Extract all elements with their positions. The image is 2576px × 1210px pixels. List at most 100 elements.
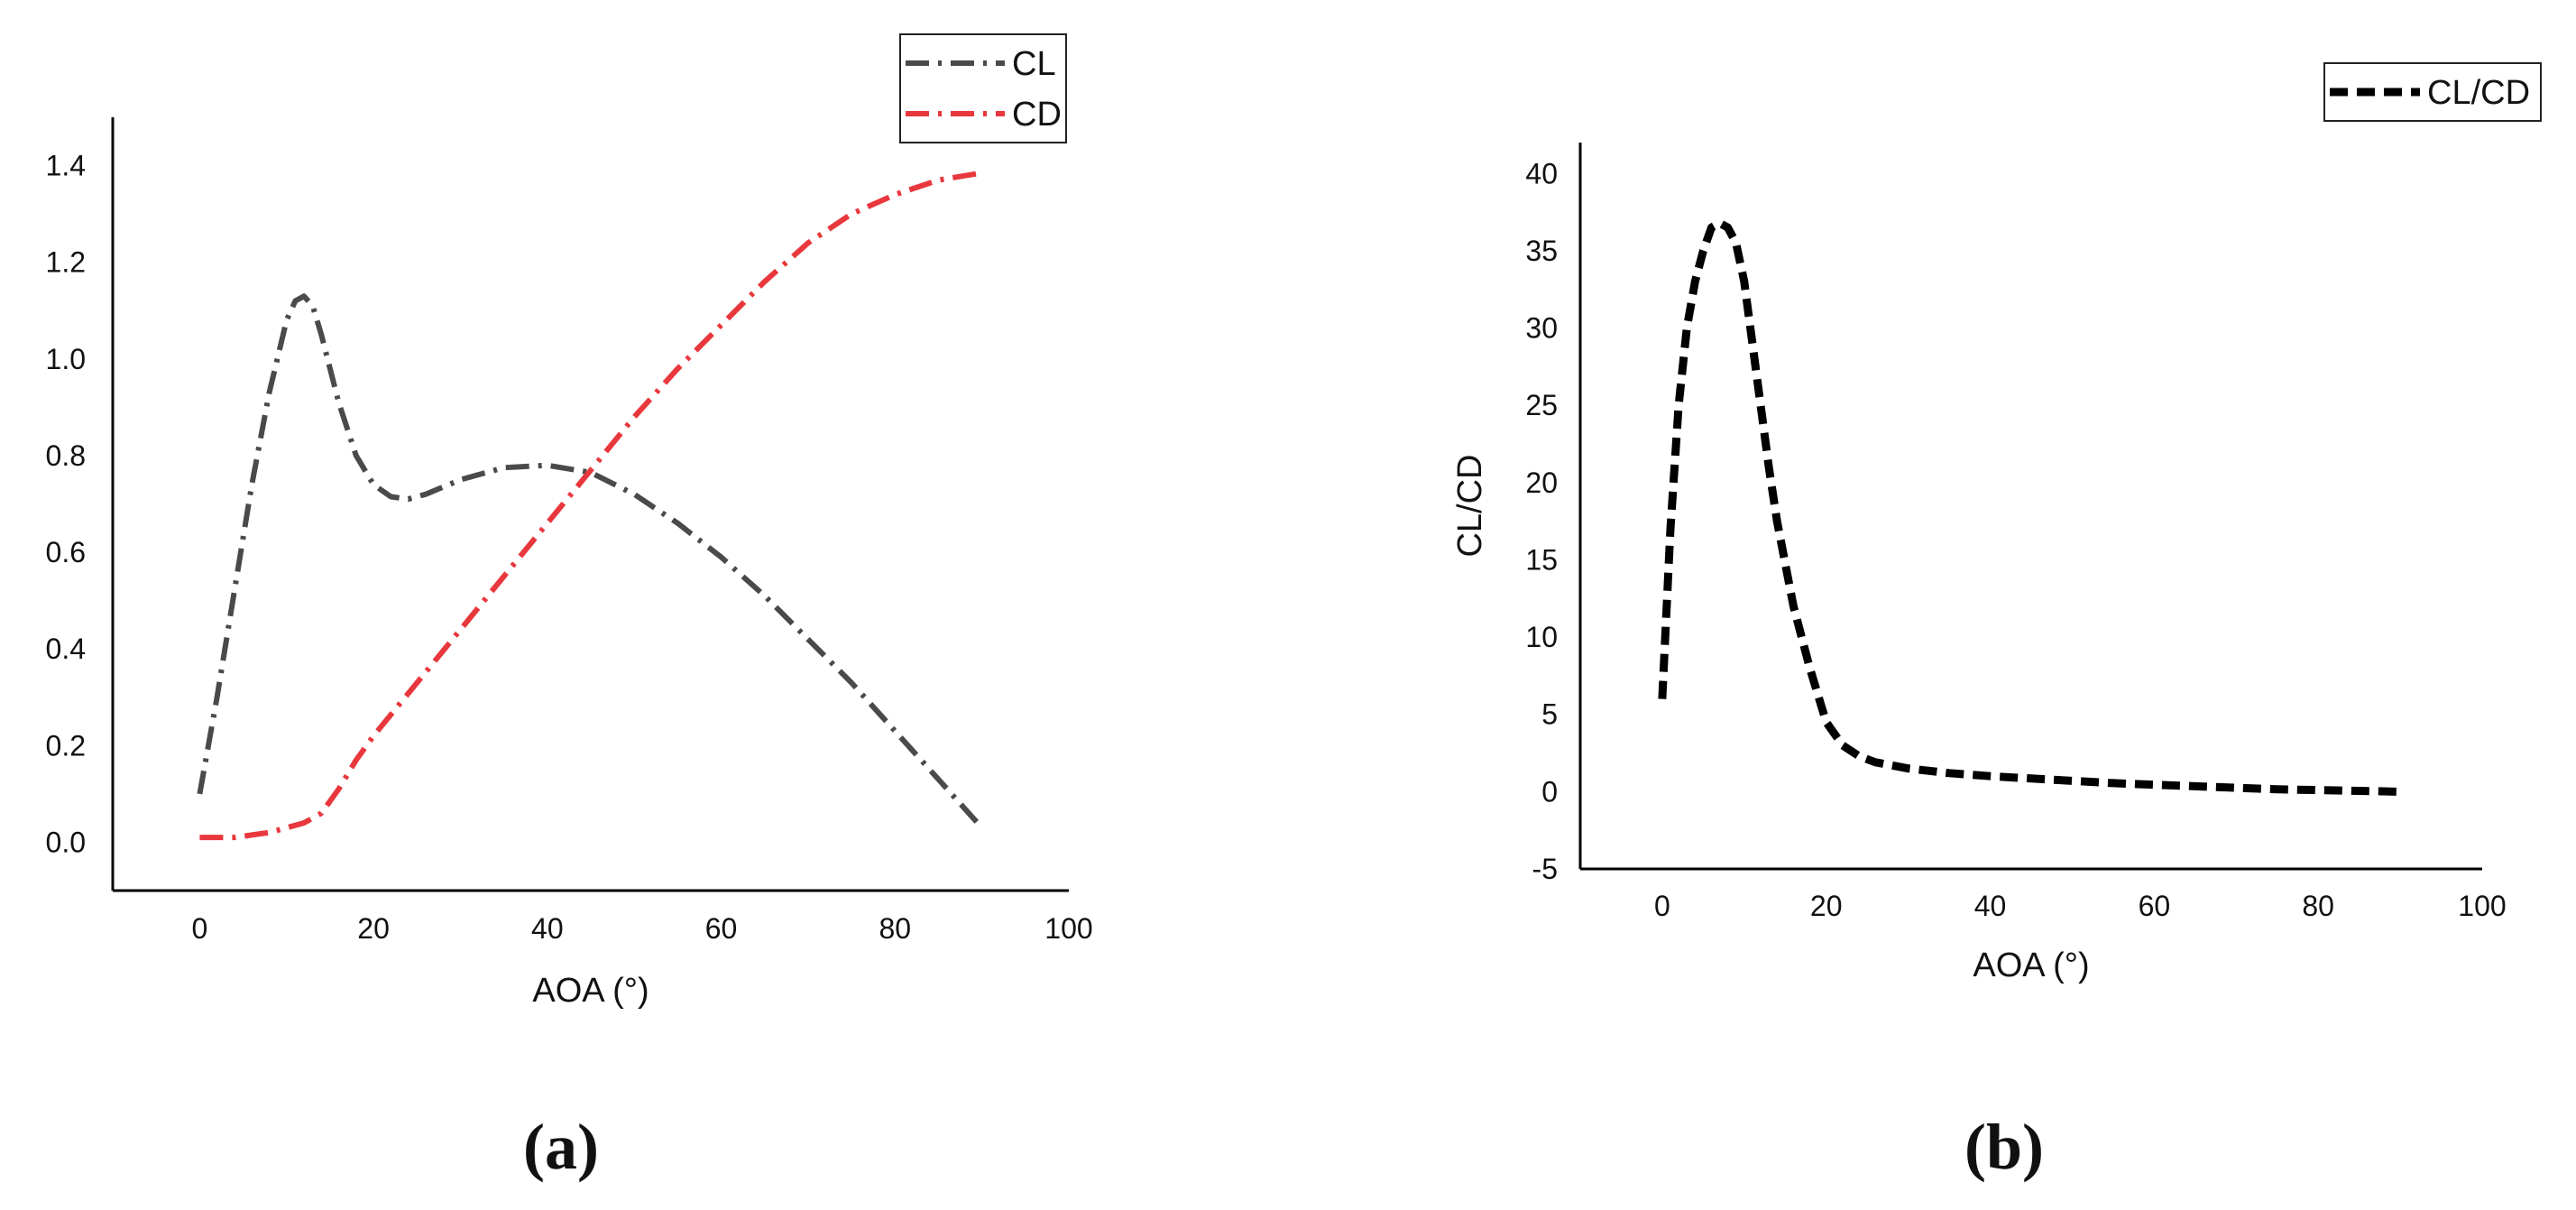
data-point-cl: [252, 484, 253, 485]
data-point-cl: [938, 779, 939, 780]
data-point-cd: [199, 836, 200, 837]
data-point-cl: [895, 731, 896, 732]
data-point-cd: [286, 827, 287, 828]
data-point-cl: [286, 319, 287, 320]
data-point-cl-cd: [1711, 227, 1712, 228]
series-line-cd: [199, 170, 983, 841]
data-point-cl-cd: [2359, 790, 2360, 791]
data-point-cl: [807, 639, 808, 640]
x-tick-label-b: 60: [2139, 890, 2171, 922]
panel-a-lift-drag-chart: 0 20 40 60 80 100 0.0 0.2 0.4 0.6 0.8 1.0 1.2 1.4 AOA …: [46, 33, 1093, 1183]
data-point-cd: [634, 416, 635, 417]
y-tick-label-a: 0.4: [46, 633, 86, 665]
data-point-cl: [355, 455, 356, 456]
data-point-cl: [677, 522, 678, 523]
data-point-cl: [981, 827, 982, 828]
data-point-cd: [417, 682, 418, 683]
data-point-cl-cd: [1777, 521, 1778, 522]
x-tick-label-b: 100: [2458, 890, 2506, 922]
y-tick-label-b: 0: [1541, 775, 1558, 808]
data-point-cd: [981, 172, 982, 173]
y-tick-label-b: 10: [1525, 621, 1558, 653]
data-point-cl: [234, 590, 235, 591]
data-point-cl-cd: [1703, 250, 1704, 251]
data-point-cl-cd: [1990, 776, 1991, 777]
y-tick-label-b: 25: [1525, 389, 1558, 421]
data-point-cl-cd: [1661, 698, 1662, 699]
data-point-cd: [895, 194, 896, 195]
data-point-cl-cd: [1760, 405, 1761, 406]
data-point-cd: [234, 836, 235, 837]
x-tick-label-b: 20: [1810, 890, 1843, 922]
data-point-cd: [807, 243, 808, 244]
data-point-cl: [312, 305, 313, 306]
y-tick-label-b: 20: [1525, 466, 1558, 499]
data-point-cl: [503, 467, 504, 468]
y-tick-label-a: 0.2: [46, 729, 86, 762]
data-point-cl-cd: [1768, 466, 1769, 467]
data-point-cl-cd: [2194, 786, 2195, 787]
data-point-cd: [503, 576, 504, 577]
x-tick-label-a: 100: [1044, 912, 1092, 945]
y-tick-label-a: 0.8: [46, 439, 86, 472]
data-point-cd: [355, 760, 356, 761]
data-point-cl: [321, 334, 322, 335]
legend-label-cl-cd: CL/CD: [2427, 74, 2530, 112]
series-line-cl-cd: [1658, 218, 2401, 796]
data-point-cl-cd: [2030, 778, 2031, 779]
data-point-cd: [252, 835, 253, 836]
data-point-cd: [321, 813, 322, 814]
x-tick-label-b: 80: [2302, 890, 2334, 922]
y-tick-label-b: 35: [1525, 235, 1558, 267]
y-tick-label-b: 30: [1525, 312, 1558, 345]
data-point-cl-cd: [1948, 772, 1949, 773]
data-point-cl-cd: [2112, 782, 2113, 783]
data-point-cl-cd: [2236, 787, 2237, 788]
panel-caption-a: (a): [523, 1111, 599, 1183]
data-point-cl-cd: [1735, 243, 1736, 244]
panel-b-lift-drag-ratio-chart: 0 20 40 60 80 100 -5 0 5 10 15 20 25 30 35 40 AOA (°) CL/…: [1451, 62, 2542, 1183]
x-tick-label-b: 40: [1974, 890, 2007, 922]
x-tick-label-a: 80: [879, 912, 911, 945]
y-tick-label-b: 40: [1525, 157, 1558, 189]
y-tick-label-a: 0.6: [46, 536, 86, 568]
data-point-cl-cd: [1752, 343, 1753, 344]
data-point-cd: [677, 368, 678, 369]
data-point-cl: [721, 557, 722, 558]
data-point-cl: [460, 479, 461, 480]
data-point-cl-cd: [1678, 405, 1679, 406]
data-point-cl: [295, 300, 296, 301]
data-point-cl-cd: [1793, 605, 1794, 606]
data-point-cl-cd: [2154, 784, 2155, 785]
data-point-cl-cd: [1719, 222, 1720, 223]
y-tick-label-b: 5: [1541, 698, 1558, 731]
data-point-cl-cd: [1908, 768, 1909, 769]
data-point-cl: [408, 499, 409, 500]
y-tick-label-b: 15: [1525, 543, 1558, 576]
data-point-cl-cd: [1727, 227, 1728, 228]
data-point-cl-cd: [1842, 744, 1843, 745]
data-point-cl-cd: [2399, 791, 2400, 792]
panel-caption-b: (b): [1964, 1111, 2044, 1183]
data-point-cd: [269, 832, 270, 833]
data-point-cd: [338, 789, 339, 790]
x-axis-title-b: AOA (°): [1973, 947, 2089, 984]
legend-box-a: [899, 33, 1067, 143]
x-axis-title-a: AOA (°): [532, 972, 649, 1010]
data-point-cl-cd: [2072, 780, 2073, 781]
data-point-cd: [460, 629, 461, 630]
x-tick-label-a: 0: [191, 912, 207, 945]
y-tick-label-a: 0.0: [46, 826, 86, 858]
y-axis-title-b: CL/CD: [1451, 454, 1489, 557]
data-point-cd: [216, 836, 217, 837]
data-point-cl-cd: [1809, 668, 1810, 669]
x-tick-label-a: 40: [531, 912, 564, 945]
y-tick-label-a: 1.0: [46, 343, 86, 375]
data-point-cl-cd: [1891, 765, 1892, 766]
data-point-cd: [303, 822, 304, 823]
y-tick-label-a: 1.4: [46, 150, 86, 182]
x-tick-label-a: 60: [705, 912, 738, 945]
x-tick-label-b: 0: [1654, 890, 1670, 922]
data-point-cl: [303, 296, 304, 297]
data-point-cl-cd: [1858, 755, 1859, 756]
